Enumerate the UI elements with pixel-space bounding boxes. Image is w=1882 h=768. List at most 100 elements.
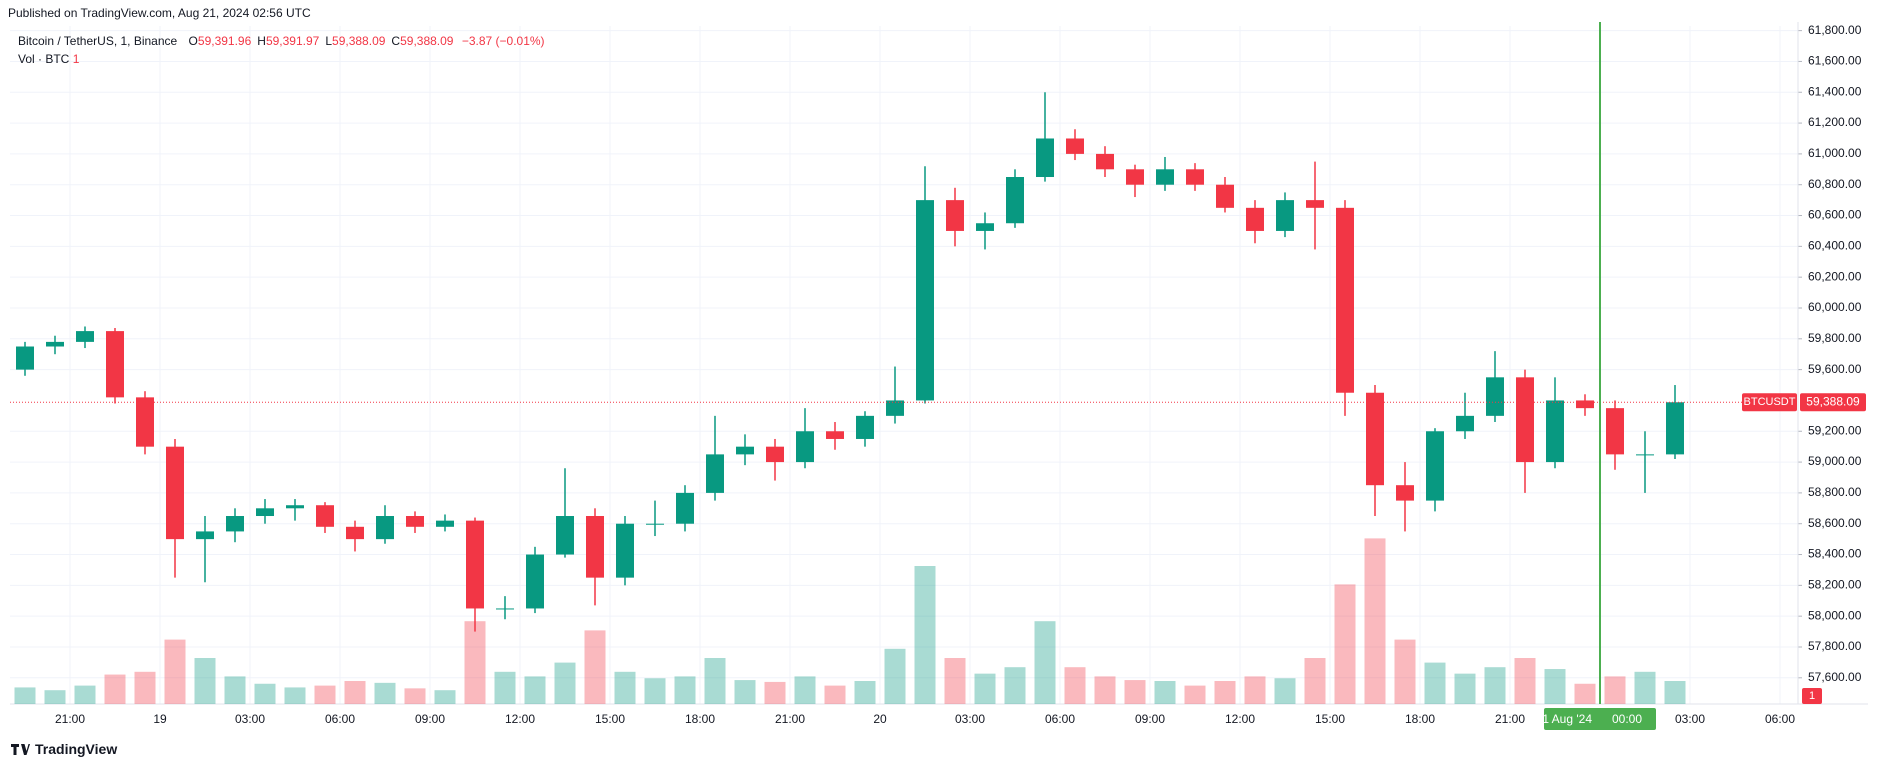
x-tick-label: 21:00 <box>775 712 805 726</box>
volume-bar <box>1214 681 1236 704</box>
candle-body <box>1066 138 1084 154</box>
volume-bar <box>14 687 36 704</box>
candle-body <box>616 523 634 578</box>
volume-bar <box>884 648 906 704</box>
y-tick-label: 57,800.00 <box>1808 639 1862 653</box>
candle-body <box>1546 400 1564 463</box>
candle-body <box>796 431 814 463</box>
candle-body <box>226 516 244 532</box>
volume-bar <box>284 687 306 704</box>
candle-body <box>106 331 124 398</box>
y-tick-label: 60,400.00 <box>1808 239 1862 253</box>
candle-body <box>436 520 454 527</box>
footer-brand: TradingView <box>10 741 117 757</box>
ohlc-value: 59,391.96 <box>197 34 252 48</box>
y-tick-label: 60,000.00 <box>1808 300 1862 314</box>
candle-body <box>916 200 934 401</box>
x-tick-label: 12:00 <box>1225 712 1255 726</box>
y-tick-label: 58,000.00 <box>1808 608 1862 622</box>
candle-body <box>1036 138 1054 178</box>
candle-body <box>1486 377 1504 416</box>
y-tick-label: 57,600.00 <box>1808 670 1862 684</box>
volume-bar <box>1004 667 1026 704</box>
y-tick-label: 61,000.00 <box>1808 146 1862 160</box>
volume-bar <box>104 674 126 704</box>
volume-bar <box>1184 685 1206 704</box>
volume-bar <box>554 662 576 704</box>
symbol-title: Bitcoin / TetherUS, 1, Binance <box>18 34 178 48</box>
ohlc-key: H <box>257 34 266 48</box>
x-tick-label: 09:00 <box>415 712 445 726</box>
published-note: Published on TradingView.com, Aug 21, 20… <box>8 6 311 20</box>
x-tick-label: 06:00 <box>1045 712 1075 726</box>
candle-body <box>526 554 544 609</box>
volume-bar <box>254 683 276 704</box>
candle-body <box>586 516 604 578</box>
y-tick-label: 58,400.00 <box>1808 547 1862 561</box>
ohlc-value: 59,388.09 <box>400 34 454 48</box>
candle-body <box>1366 392 1384 486</box>
volume-bar <box>1574 683 1596 704</box>
volume-bar <box>164 639 186 704</box>
candle-body <box>1666 402 1684 455</box>
volume-bar <box>74 685 96 704</box>
volume-bar <box>1124 680 1146 704</box>
y-tick-label: 58,200.00 <box>1808 578 1862 592</box>
volume-bar <box>134 671 156 704</box>
brand-logo <box>11 744 30 755</box>
candle-body <box>1336 207 1354 393</box>
volume-bar <box>1484 667 1506 704</box>
volume-bar <box>704 658 726 704</box>
volume-bar <box>1064 667 1086 704</box>
x-tick-label: 06:00 <box>325 712 355 726</box>
volume-bar <box>194 658 216 704</box>
y-tick-label: 58,600.00 <box>1808 516 1862 530</box>
crosshair-time: 00:00 <box>1612 712 1642 726</box>
candle-body <box>1006 177 1024 224</box>
candle-body <box>346 526 364 540</box>
y-tick-label: 61,200.00 <box>1808 115 1862 129</box>
volume-bar <box>1364 538 1386 704</box>
volume-bar <box>824 685 846 704</box>
candle-body <box>406 516 424 527</box>
volume-bar <box>494 671 516 704</box>
ohlc-value: 59,388.09 <box>332 34 386 48</box>
volume-value: 1 <box>72 52 80 66</box>
price-tag-label: 59,388.09 <box>1806 394 1860 408</box>
x-tick-label: 19 <box>153 712 167 726</box>
candle-body <box>1456 415 1474 432</box>
candle-body <box>826 431 844 439</box>
crosshair-tag <box>1544 708 1656 730</box>
candle-body <box>1426 431 1444 501</box>
y-tick-label: 61,800.00 <box>1808 23 1862 37</box>
candle-body <box>706 454 724 493</box>
candle-body <box>16 346 34 370</box>
x-tick-label: 15:00 <box>595 712 625 726</box>
volume-bar <box>614 671 636 704</box>
ohlc-legend: O59,391.96 H59,391.97 L59,388.09 C59,388.09 <box>181 34 454 48</box>
candle-body <box>496 608 514 610</box>
volume-bar <box>734 680 756 704</box>
x-tick-label: 06:00 <box>1765 712 1795 726</box>
x-tick-label: 09:00 <box>1135 712 1165 726</box>
x-tick-label: 15:00 <box>1315 712 1345 726</box>
y-tick-label: 60,600.00 <box>1808 208 1862 222</box>
candle-body <box>1186 169 1204 185</box>
volume-bar <box>584 630 606 704</box>
ohlc-key: C <box>391 34 401 48</box>
volume-bar <box>1274 678 1296 704</box>
volume-bar <box>524 676 546 704</box>
x-tick-label: 03:00 <box>955 712 985 726</box>
candle-body <box>1576 400 1594 409</box>
x-tick-label: 12:00 <box>505 712 535 726</box>
candle-body <box>166 446 184 540</box>
candle-body <box>976 223 994 231</box>
candle-body <box>646 523 664 525</box>
symbol-legend: Bitcoin / TetherUS, 1, Binance O59,391.9… <box>18 34 545 48</box>
candle-body <box>1216 184 1234 208</box>
candle-body <box>1096 153 1114 170</box>
ohlc-key: L <box>325 34 333 48</box>
y-tick-label: 59,000.00 <box>1808 454 1862 468</box>
volume-badge-label: 1 <box>1809 690 1815 702</box>
x-tick-label: 03:00 <box>1675 712 1705 726</box>
